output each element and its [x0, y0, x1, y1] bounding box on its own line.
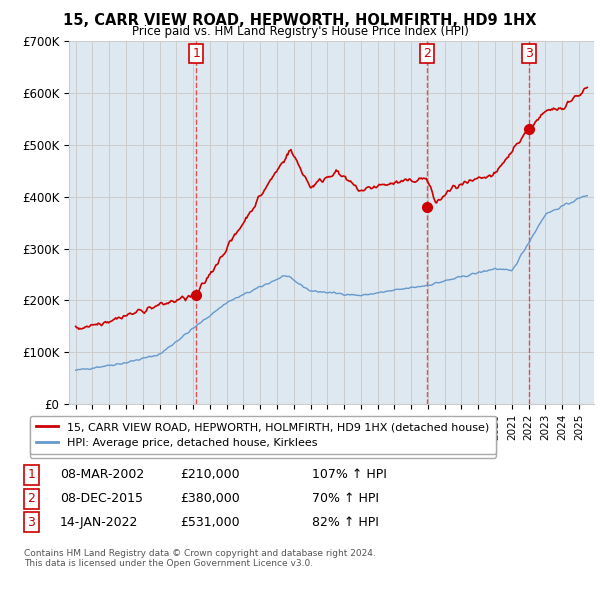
Text: 2: 2: [27, 492, 35, 505]
Text: 3: 3: [27, 516, 35, 529]
Text: £210,000: £210,000: [180, 468, 239, 481]
Text: 3: 3: [526, 47, 533, 60]
Text: 1: 1: [27, 468, 35, 481]
Text: 70% ↑ HPI: 70% ↑ HPI: [312, 492, 379, 505]
Text: This data is licensed under the Open Government Licence v3.0.: This data is licensed under the Open Gov…: [24, 559, 313, 568]
Text: 1: 1: [192, 47, 200, 60]
Text: 08-MAR-2002: 08-MAR-2002: [60, 468, 144, 481]
Text: 14-JAN-2022: 14-JAN-2022: [60, 516, 139, 529]
Text: Price paid vs. HM Land Registry's House Price Index (HPI): Price paid vs. HM Land Registry's House …: [131, 25, 469, 38]
Text: £531,000: £531,000: [180, 516, 239, 529]
Text: Contains HM Land Registry data © Crown copyright and database right 2024.: Contains HM Land Registry data © Crown c…: [24, 549, 376, 558]
Text: 15, CARR VIEW ROAD, HEPWORTH, HOLMFIRTH, HD9 1HX: 15, CARR VIEW ROAD, HEPWORTH, HOLMFIRTH,…: [63, 13, 537, 28]
Text: 82% ↑ HPI: 82% ↑ HPI: [312, 516, 379, 529]
Text: 08-DEC-2015: 08-DEC-2015: [60, 492, 143, 505]
Text: £380,000: £380,000: [180, 492, 240, 505]
Legend: 15, CARR VIEW ROAD, HEPWORTH, HOLMFIRTH, HD9 1HX (detached house), HPI: Average : 15, CARR VIEW ROAD, HEPWORTH, HOLMFIRTH,…: [29, 415, 496, 454]
Legend: 15, CARR VIEW ROAD, HEPWORTH, HOLMFIRTH, HD9 1HX (detached house), HPI: Average : 15, CARR VIEW ROAD, HEPWORTH, HOLMFIRTH,…: [29, 419, 496, 457]
Text: 2: 2: [423, 47, 431, 60]
Text: 107% ↑ HPI: 107% ↑ HPI: [312, 468, 387, 481]
